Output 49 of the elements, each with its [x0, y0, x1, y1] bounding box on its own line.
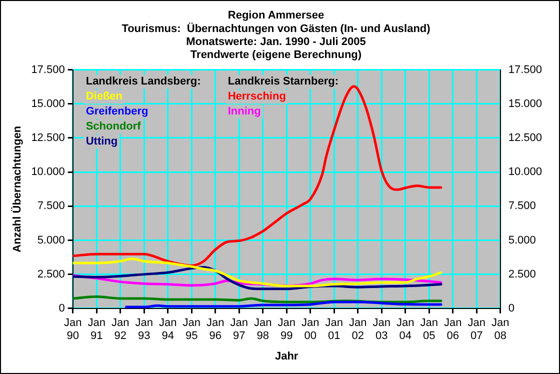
x-tick-label: Jan 07: [468, 317, 486, 342]
y2-tick-label: 15.000: [508, 98, 542, 110]
y-tick-label: 2.500: [37, 268, 65, 280]
x-tick-label: Jan 92: [111, 317, 130, 342]
y2-tick-label: 5.000: [508, 234, 536, 246]
chart-title: Region Ammersee: [228, 10, 324, 22]
x-tick-label: Jan 96: [206, 317, 224, 342]
annotation: Landkreis Landsberg:: [86, 75, 201, 88]
x-tick-label: Jan 91: [88, 317, 106, 342]
y-tick-label: 17.500: [31, 64, 65, 76]
y-tick-label: 5.000: [37, 234, 65, 246]
x-tick-label: Jan 06: [444, 317, 462, 342]
x-tick-label: Jan 90: [64, 317, 82, 342]
x-tick-label: Jan 01: [325, 317, 343, 342]
y2-tick-label: 7.500: [508, 200, 536, 212]
x-tick-label: Jan 00: [301, 317, 320, 342]
y-tick-label: 15.000: [31, 98, 65, 110]
text: Greifenberg: [86, 105, 148, 118]
x-tick-label: Jan 02: [348, 317, 367, 342]
x-tick-label: Jan 04: [396, 317, 414, 342]
x-tick-label: Jan 93: [135, 317, 153, 342]
x-tick-label: Jan 94: [158, 317, 177, 342]
x-tick-label: Jan 05: [420, 317, 438, 342]
x-tick-label: Jan 99: [278, 317, 296, 342]
x-axis-title: Jahr: [274, 350, 299, 362]
y2-tick-label: 17.500: [508, 64, 542, 76]
y2-tick-label: 0: [508, 302, 514, 314]
line-series: [72, 85, 442, 267]
x-tick-label: Jan 03: [372, 317, 390, 342]
y-tick-label: 12.500: [31, 132, 65, 144]
y2-tick-label: 12.500: [508, 132, 542, 144]
y-tick-label: 0: [58, 302, 65, 314]
annotation: Landkreis Starnberg:: [228, 75, 338, 88]
chart-subtitle: Tourismus: Übernachtungen von Gästen (In- und Ausland) Monatswerte: Jan. 1990 - Juli 2005 Trendwerte (eigene Berechnung): [122, 22, 431, 62]
text: Dießen: [86, 90, 123, 102]
text: Herrsching: [228, 90, 286, 102]
y2-tick-label: 10.000: [508, 166, 542, 178]
line-series: [72, 258, 442, 288]
y2-tick-label: 2.500: [508, 268, 536, 280]
x-tick-label: Jan 08: [491, 317, 510, 342]
text: Schondorf: [86, 120, 142, 132]
x-tick-label: Jan 98: [254, 317, 272, 342]
text: Utting: [86, 135, 118, 148]
x-tick-label: Jan 95: [182, 317, 200, 342]
x-tick-label: Jan 97: [230, 317, 248, 342]
y-tick-label: 10.000: [31, 166, 65, 178]
text: Inning: [228, 105, 261, 118]
y-tick-label: 7.500: [37, 200, 65, 212]
y-axis-title: Anzahl Übernachtungen: [10, 126, 24, 252]
